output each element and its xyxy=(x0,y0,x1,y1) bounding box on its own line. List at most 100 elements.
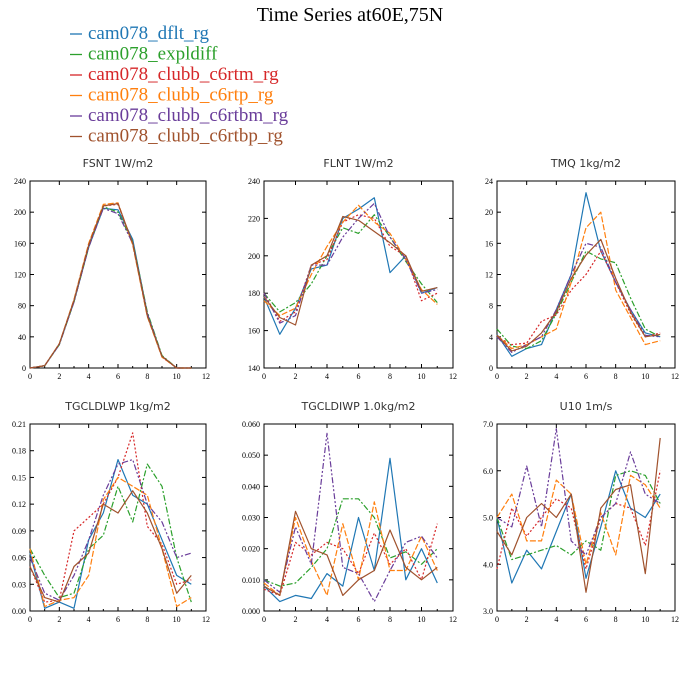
x-tick-label: 4 xyxy=(87,372,91,381)
x-tick-label: 2 xyxy=(525,372,529,381)
x-tick-label: 0 xyxy=(495,372,499,381)
series-line xyxy=(29,203,192,369)
series-line xyxy=(263,202,438,324)
y-tick-label: 7.0 xyxy=(483,420,493,429)
x-tick-label: 10 xyxy=(418,372,426,381)
x-tick-label: 12 xyxy=(671,372,679,381)
y-tick-label: 0.060 xyxy=(242,420,260,429)
series-line xyxy=(496,470,661,561)
legend-label: cam078_clubb_c6rtm_rg xyxy=(88,64,279,85)
panel-title: U10 1m/s xyxy=(560,400,613,413)
y-tick-label: 5.0 xyxy=(483,514,493,523)
y-tick-label: 200 xyxy=(14,208,26,217)
figure-title: Time Series at60E,75N xyxy=(257,4,443,26)
series-line xyxy=(263,204,438,317)
series-line xyxy=(496,242,661,353)
y-tick-label: 0.00 xyxy=(12,607,26,616)
x-tick-label: 8 xyxy=(145,372,149,381)
y-tick-label: 240 xyxy=(248,177,260,186)
x-tick-label: 4 xyxy=(325,615,329,624)
x-tick-label: 6 xyxy=(584,615,588,624)
x-tick-label: 12 xyxy=(449,372,457,381)
x-tick-label: 0 xyxy=(495,615,499,624)
y-tick-label: 4.0 xyxy=(483,560,493,569)
series-line xyxy=(263,523,438,597)
series-line xyxy=(29,207,192,369)
y-tick-label: 0 xyxy=(489,364,493,373)
plot-frame xyxy=(29,180,207,369)
y-tick-label: 24 xyxy=(485,177,493,186)
x-tick-label: 6 xyxy=(116,372,120,381)
y-tick-label: 80 xyxy=(18,302,26,311)
y-tick-label: 12 xyxy=(485,271,493,280)
x-tick-label: 0 xyxy=(28,615,32,624)
x-tick-label: 4 xyxy=(87,615,91,624)
y-tick-label: 160 xyxy=(248,327,260,336)
x-tick-label: 8 xyxy=(388,615,392,624)
panel-title: TGCLDIWP 1.0kg/m2 xyxy=(300,400,415,413)
x-tick-label: 2 xyxy=(294,372,298,381)
x-tick-label: 10 xyxy=(173,372,181,381)
series-line xyxy=(29,203,192,369)
panel-title: TMQ 1kg/m2 xyxy=(550,157,621,170)
x-tick-label: 0 xyxy=(262,372,266,381)
y-tick-label: 0.030 xyxy=(242,514,260,523)
y-tick-label: 16 xyxy=(485,239,493,248)
y-tick-label: 0.15 xyxy=(12,473,26,482)
series-line xyxy=(263,457,438,603)
x-tick-label: 2 xyxy=(57,615,61,624)
y-tick-label: 40 xyxy=(18,333,26,342)
x-tick-label: 4 xyxy=(554,372,558,381)
x-tick-label: 2 xyxy=(57,372,61,381)
chart-panel: TGCLDLWP 1kg/m2 0 2 4 6 8 10 12 0.00 0.03 0.06 0.09… xyxy=(12,400,210,624)
series-line xyxy=(496,250,661,346)
y-tick-label: 0.040 xyxy=(242,482,260,491)
x-tick-label: 0 xyxy=(262,615,266,624)
x-tick-label: 6 xyxy=(357,615,361,624)
x-tick-label: 6 xyxy=(357,372,361,381)
series-line xyxy=(263,510,438,597)
legend: cam078_dflt_rgcam078_expldiffcam078_club… xyxy=(70,23,289,147)
y-tick-label: 180 xyxy=(248,289,260,298)
x-tick-label: 12 xyxy=(202,615,210,624)
series-line xyxy=(263,432,438,603)
y-tick-label: 0.06 xyxy=(12,554,26,563)
x-tick-label: 6 xyxy=(116,615,120,624)
y-tick-label: 3.0 xyxy=(483,607,493,616)
y-tick-label: 240 xyxy=(14,177,26,186)
y-tick-label: 0.09 xyxy=(12,527,26,536)
legend-label: cam078_clubb_c6rtp_rg xyxy=(88,85,274,106)
series-line xyxy=(29,207,192,369)
y-tick-label: 0.010 xyxy=(242,576,260,585)
y-tick-label: 0.000 xyxy=(242,607,260,616)
legend-label: cam078_clubb_c6rtbp_rg xyxy=(88,126,283,147)
x-tick-label: 8 xyxy=(614,615,618,624)
x-tick-label: 12 xyxy=(671,615,679,624)
x-tick-label: 10 xyxy=(173,615,181,624)
series-line xyxy=(263,214,438,313)
legend-label: cam078_expldiff xyxy=(88,44,218,65)
series-line xyxy=(496,437,661,593)
x-tick-label: 12 xyxy=(449,615,457,624)
y-tick-label: 0 xyxy=(22,364,26,373)
y-tick-label: 0.020 xyxy=(242,545,260,554)
y-tick-label: 8 xyxy=(489,302,493,311)
x-tick-label: 10 xyxy=(418,615,426,624)
y-tick-label: 6.0 xyxy=(483,467,493,476)
x-tick-label: 2 xyxy=(294,615,298,624)
series-line xyxy=(29,202,192,369)
x-tick-label: 12 xyxy=(202,372,210,381)
y-tick-label: 200 xyxy=(248,252,260,261)
y-tick-label: 140 xyxy=(248,364,260,373)
legend-label: cam078_clubb_c6rtbm_rg xyxy=(88,105,289,126)
series-line xyxy=(29,490,192,603)
series-line xyxy=(29,206,192,369)
y-tick-label: 220 xyxy=(248,214,260,223)
y-tick-label: 120 xyxy=(14,271,26,280)
y-tick-label: 0.03 xyxy=(12,580,26,589)
legend-label: cam078_dflt_rg xyxy=(88,23,210,44)
x-tick-label: 4 xyxy=(554,615,558,624)
